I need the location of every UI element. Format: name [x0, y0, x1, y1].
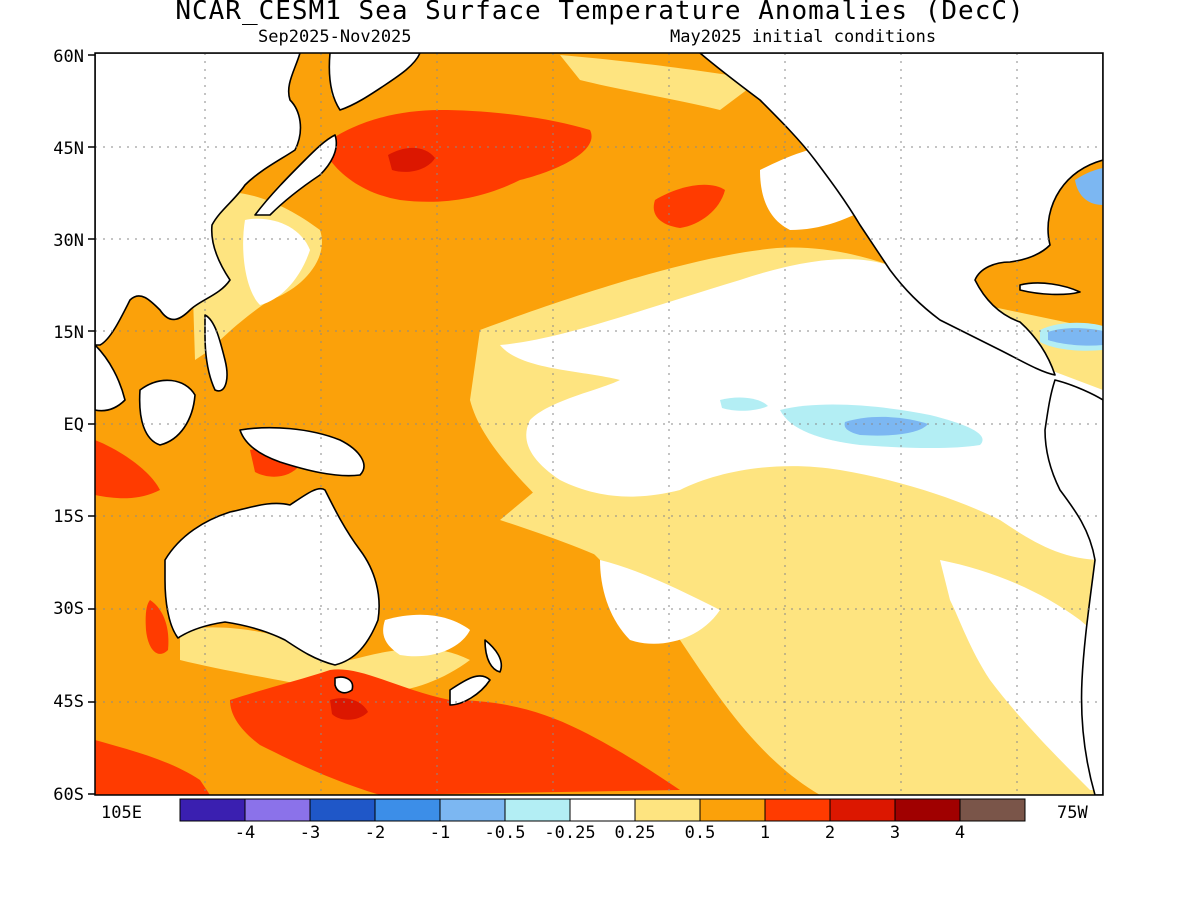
anomaly-neutral-south-central: [600, 560, 720, 644]
colorbar-tick-label: 2: [824, 823, 836, 843]
anomaly-cool-central-america-core: [1048, 328, 1103, 346]
colorbar-tick-label: -4: [234, 823, 256, 843]
colorbar: [179, 798, 1026, 822]
anomaly-darkred-north-pacific: [388, 147, 435, 172]
colorbar-tick-label: -1: [429, 823, 451, 843]
anomaly-cool-gulf-stream: [1075, 168, 1103, 205]
land-philippines: [204, 314, 228, 392]
season-subtitle: Sep2025-Nov2025: [258, 27, 412, 47]
anomaly-band-yellow-south-pacific: [500, 470, 1103, 795]
lat-label-eq: EQ: [63, 415, 84, 435]
anomaly-neutral-se-pacific: [940, 560, 1103, 790]
lon-label-105e: 105E: [101, 803, 142, 823]
colorbar-swatch: [504, 798, 571, 822]
anomaly-red-australia-west: [145, 600, 169, 654]
lat-label-15s: 15S: [53, 507, 84, 527]
anomaly-darkred-southern: [330, 698, 368, 720]
colorbar-swatch: [179, 798, 246, 822]
lat-label-60s: 60S: [53, 785, 84, 805]
lat-label-15n: 15N: [53, 323, 84, 343]
lat-label-30s: 30S: [53, 599, 84, 619]
land-indochina: [95, 344, 126, 412]
lon-label-75w: 75W: [1057, 803, 1088, 823]
graticule: [95, 53, 1103, 795]
land-new-zealand-north: [484, 639, 503, 673]
colorbar-tick-label: -0.25: [544, 823, 596, 843]
map-title: NCAR_CESM1 Sea Surface Temperature Anoma…: [175, 0, 1025, 26]
anomaly-band-yellow-nw: [560, 55, 760, 110]
colorbar-tick-label: 3: [889, 823, 901, 843]
colorbar-tick-label: 0.5: [684, 823, 716, 843]
colorbar-swatch: [699, 798, 766, 822]
anomaly-neutral-japan-sea: [243, 218, 310, 305]
colorbar-swatch: [244, 798, 311, 822]
colorbar-swatch: [829, 798, 896, 822]
land-masses: [95, 53, 1103, 795]
anomaly-cool-equatorial-core: [844, 416, 928, 436]
land-japan: [254, 134, 338, 216]
land-cuba: [1019, 282, 1081, 296]
colorbar-swatch: [569, 798, 636, 822]
initial-conditions-subtitle: May2025 initial conditions: [670, 27, 937, 47]
lat-ticks: [88, 54, 95, 795]
anomaly-red-southern-left: [95, 740, 210, 795]
colorbar-swatch: [764, 798, 831, 822]
land-new-zealand-south: [449, 675, 491, 706]
land-australia: [164, 487, 380, 666]
colorbar-tick-label: -0.5: [484, 823, 526, 843]
land-asia: [95, 53, 302, 346]
lat-label-60n: 60N: [53, 47, 84, 67]
anomaly-red-central-north: [653, 184, 725, 228]
land-borneo: [138, 379, 196, 446]
land-new-guinea: [239, 426, 365, 477]
colorbar-tick-label: 1: [759, 823, 771, 843]
anomaly-red-north-pacific: [330, 110, 592, 202]
colorbar-swatch: [374, 798, 441, 822]
colorbar-swatch: [309, 798, 376, 822]
land-tasmania: [334, 676, 354, 694]
lat-label-30n: 30N: [53, 231, 84, 251]
colorbar-tick-label: 4: [954, 823, 966, 843]
anomaly-cool-east-equatorial: [720, 397, 768, 411]
anomaly-neutral-tasman: [383, 614, 470, 657]
colorbar-tick-label: 0.25: [614, 823, 656, 843]
colorbar-swatch: [894, 798, 961, 822]
anomaly-red-west-indian: [95, 440, 160, 499]
colorbar-swatch: [439, 798, 506, 822]
colorbar-tick-label: -2: [364, 823, 386, 843]
lat-label-45s: 45S: [53, 692, 84, 712]
land-kamchatka: [328, 53, 421, 111]
lat-label-45n: 45N: [53, 139, 84, 159]
land-south-america: [1044, 379, 1103, 795]
colorbar-tick-label: -3: [299, 823, 321, 843]
colorbar-swatch: [959, 798, 1026, 822]
colorbar-swatch: [634, 798, 701, 822]
